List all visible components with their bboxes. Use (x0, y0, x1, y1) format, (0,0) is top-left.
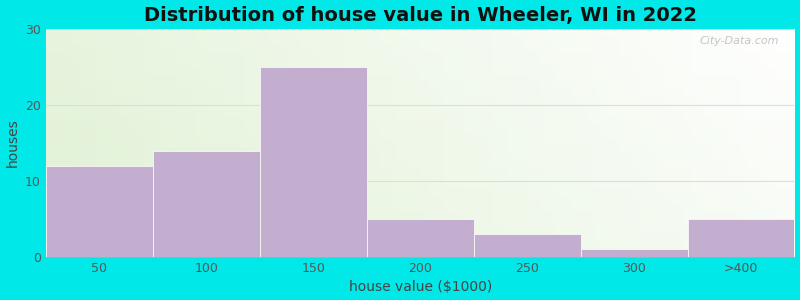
Title: Distribution of house value in Wheeler, WI in 2022: Distribution of house value in Wheeler, … (144, 6, 697, 25)
Bar (581, 249, 687, 257)
Bar (260, 67, 366, 257)
X-axis label: house value ($1000): house value ($1000) (349, 280, 492, 294)
Bar (366, 219, 474, 257)
Bar (474, 234, 581, 257)
Bar (153, 151, 260, 257)
Bar (46, 166, 153, 257)
Y-axis label: houses: houses (6, 118, 19, 167)
Text: City-Data.com: City-Data.com (700, 36, 779, 46)
Bar (687, 219, 794, 257)
